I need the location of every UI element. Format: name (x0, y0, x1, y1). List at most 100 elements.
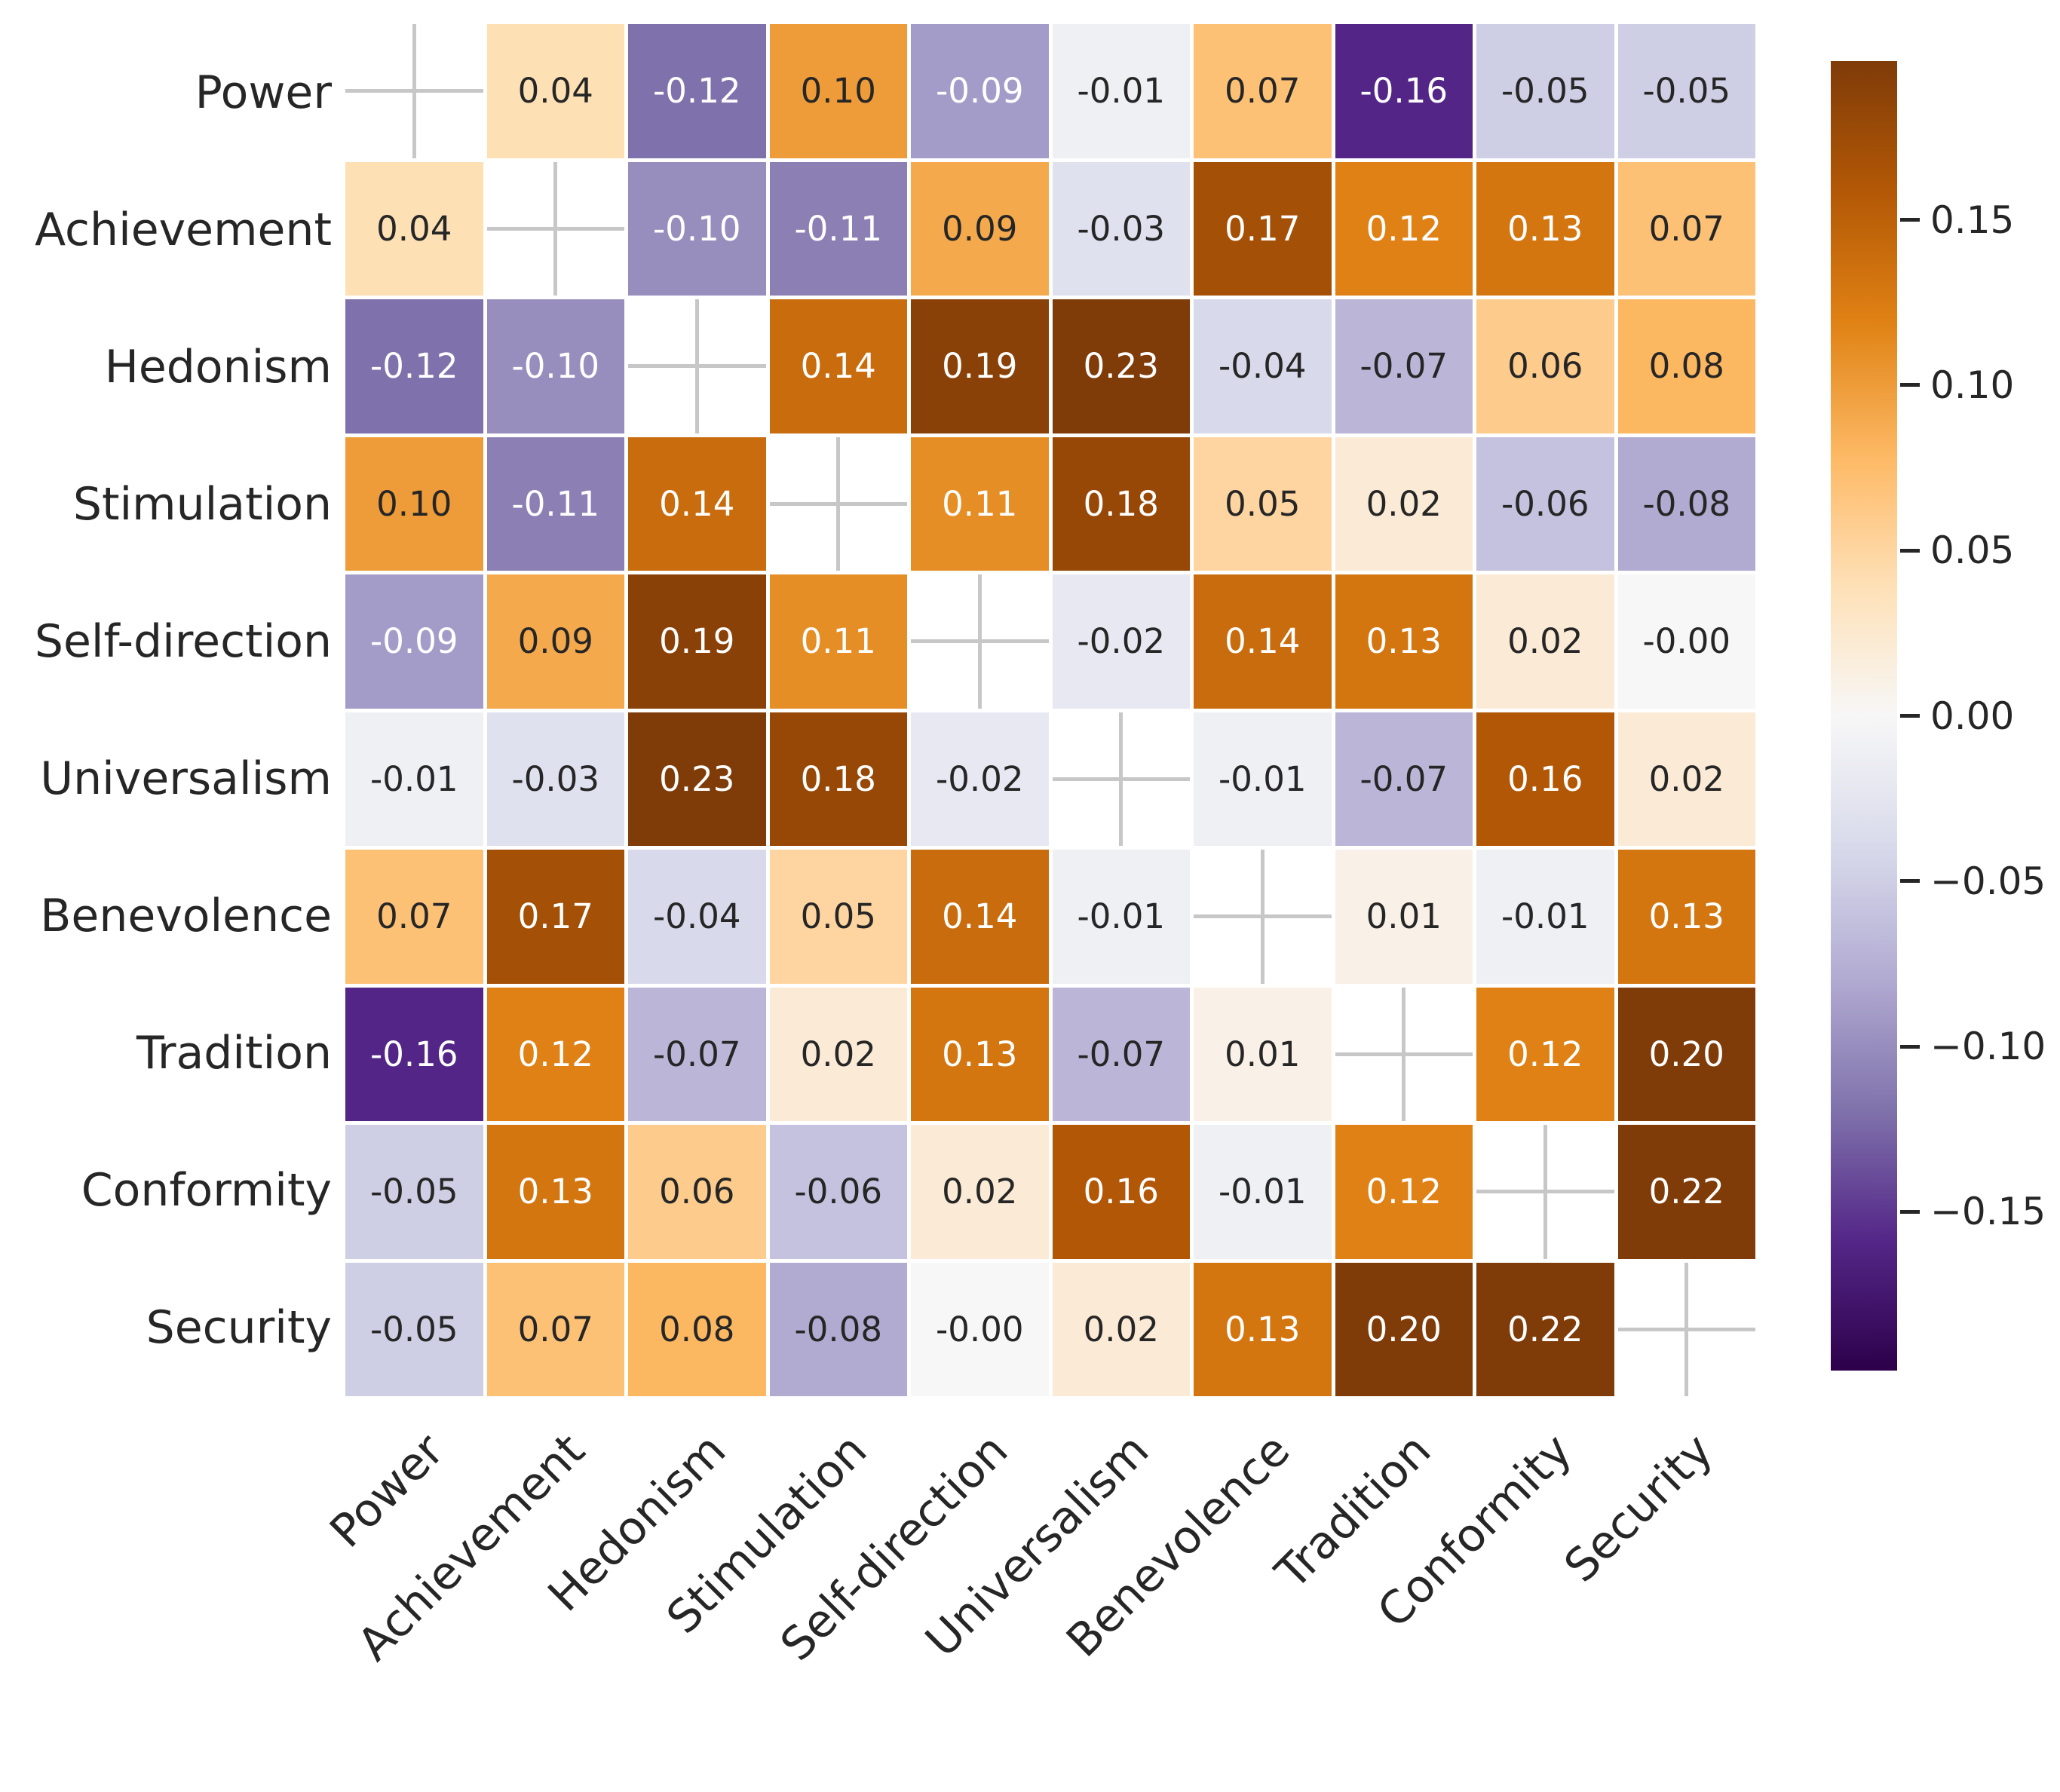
y-tick-label: Universalism (40, 752, 332, 805)
cell-value: 0.02 (800, 1034, 876, 1074)
heatmap-cell: -0.09 (345, 574, 483, 709)
cell-value: -0.05 (1501, 71, 1589, 112)
cell-value: 0.02 (942, 1172, 1018, 1212)
heatmap-cell: -0.07 (628, 987, 766, 1121)
heatmap-cell: 0.20 (1335, 1262, 1473, 1396)
heatmap-cell: 0.13 (1617, 850, 1755, 984)
cell-value: -0.03 (511, 758, 599, 799)
heatmap-cell: 0.06 (1476, 299, 1614, 433)
cell-value: 0.02 (1083, 1309, 1159, 1349)
cell-value: 0.13 (517, 1172, 593, 1212)
cell-value: 0.20 (1648, 1034, 1724, 1074)
heatmap-cell: 0.02 (769, 987, 907, 1121)
cell-value: 0.05 (800, 896, 876, 937)
y-tick-label: Hedonism (104, 341, 332, 394)
heatmap-cell: 0.02 (1617, 712, 1755, 846)
cell-value: 0.14 (942, 896, 1018, 937)
cell-value: -0.01 (1077, 896, 1165, 937)
cell-value: -0.11 (511, 483, 599, 524)
heatmap-cell: 0.04 (345, 161, 483, 296)
heatmap-cell: 0.08 (628, 1262, 766, 1396)
cell-value: 0.09 (942, 208, 1018, 249)
cell-value: 0.04 (376, 208, 452, 249)
heatmap-cell: -0.01 (1476, 850, 1614, 984)
heatmap-cell: -0.06 (769, 1125, 907, 1259)
heatmap-cell: 0.22 (1476, 1262, 1614, 1396)
cell-value: 0.20 (1366, 1309, 1442, 1349)
cell-value: 0.09 (517, 621, 593, 662)
diagonal-masked-cell (911, 574, 1049, 709)
heatmap-cell: -0.03 (486, 712, 624, 846)
cell-value: -0.04 (1219, 346, 1307, 387)
heatmap-cell: 0.12 (1335, 1125, 1473, 1259)
heatmap-cell: 0.12 (486, 987, 624, 1121)
diagonal-cross-icon (486, 226, 624, 231)
diagonal-masked-cell (1617, 1262, 1755, 1396)
cell-value: 0.12 (1366, 1172, 1442, 1212)
cell-value: 0.19 (659, 621, 735, 662)
cell-value: 0.05 (1225, 483, 1301, 524)
cell-value: 0.12 (1507, 1034, 1583, 1074)
heatmap-cell: -0.04 (628, 850, 766, 984)
cell-value: 0.18 (1083, 483, 1159, 524)
cell-value: 0.07 (517, 1309, 593, 1349)
diagonal-masked-cell (628, 299, 766, 433)
diagonal-masked-cell (1052, 712, 1190, 846)
heatmap-cell: -0.16 (1335, 24, 1473, 158)
colorbar-tick-mark (1900, 383, 1920, 388)
heatmap-cell: 0.23 (1052, 299, 1190, 433)
heatmap-cell: 0.14 (769, 299, 907, 433)
diagonal-masked-cell (486, 161, 624, 296)
heatmap-cell: 0.16 (1476, 712, 1614, 846)
cell-value: 0.12 (1366, 208, 1442, 249)
heatmap-cell: -0.10 (628, 161, 766, 296)
colorbar-tick-mark (1900, 714, 1920, 718)
heatmap-cell: 0.12 (1335, 161, 1473, 296)
heatmap-cell: -0.08 (1617, 437, 1755, 571)
diagonal-masked-cell (1194, 850, 1332, 984)
cell-value: -0.05 (370, 1309, 458, 1349)
heatmap-cell: 0.05 (1194, 437, 1332, 571)
heatmap-cell: -0.05 (1617, 24, 1755, 158)
cell-value: 0.04 (517, 71, 593, 112)
diagonal-masked-cell (1335, 987, 1473, 1121)
cell-value: -0.07 (1360, 346, 1448, 387)
heatmap-cell: 0.10 (345, 437, 483, 571)
heatmap-cell: 0.13 (911, 987, 1049, 1121)
cell-value: 0.01 (1366, 896, 1442, 937)
heatmap-cell: 0.12 (1476, 987, 1614, 1121)
y-tick-label: Benevolence (40, 890, 332, 942)
cell-value: 0.10 (800, 71, 876, 112)
cell-value: 0.13 (942, 1034, 1018, 1074)
cell-value: 0.23 (659, 758, 735, 799)
heatmap-cell: 0.07 (345, 850, 483, 984)
heatmap-cell: 0.08 (1617, 299, 1755, 433)
cell-value: 0.01 (1225, 1034, 1301, 1074)
colorbar-tick-mark (1900, 218, 1920, 222)
heatmap-cell: 0.13 (1476, 161, 1614, 296)
cell-value: 0.07 (376, 896, 452, 937)
colorbar-tick-mark (1900, 1044, 1920, 1049)
cell-value: 0.13 (1648, 896, 1724, 937)
heatmap-cell: 0.23 (628, 712, 766, 846)
cell-value: 0.13 (1507, 208, 1583, 249)
y-tick-label: Security (146, 1301, 332, 1354)
heatmap-cell: -0.12 (628, 24, 766, 158)
diagonal-cross-icon (345, 89, 483, 93)
heatmap-cell: -0.01 (1052, 850, 1190, 984)
heatmap-cell: -0.16 (345, 987, 483, 1121)
cell-value: 0.23 (1083, 346, 1159, 387)
cell-value: -0.01 (1077, 71, 1165, 112)
y-tick-label: Self-direction (34, 615, 332, 668)
cell-value: -0.00 (936, 1309, 1024, 1349)
heatmap-cell: 0.02 (1476, 574, 1614, 709)
cell-value: -0.09 (370, 621, 458, 662)
diagonal-masked-cell (769, 437, 907, 571)
heatmap-cell: 0.14 (1194, 574, 1332, 709)
heatmap-cell: 0.18 (1052, 437, 1190, 571)
colorbar-tick-label: 0.10 (1930, 363, 2015, 407)
colorbar-tick-mark (1900, 1209, 1920, 1214)
cell-value: 0.14 (800, 346, 876, 387)
cell-value: -0.06 (1501, 483, 1589, 524)
heatmap-cell: -0.05 (1476, 24, 1614, 158)
